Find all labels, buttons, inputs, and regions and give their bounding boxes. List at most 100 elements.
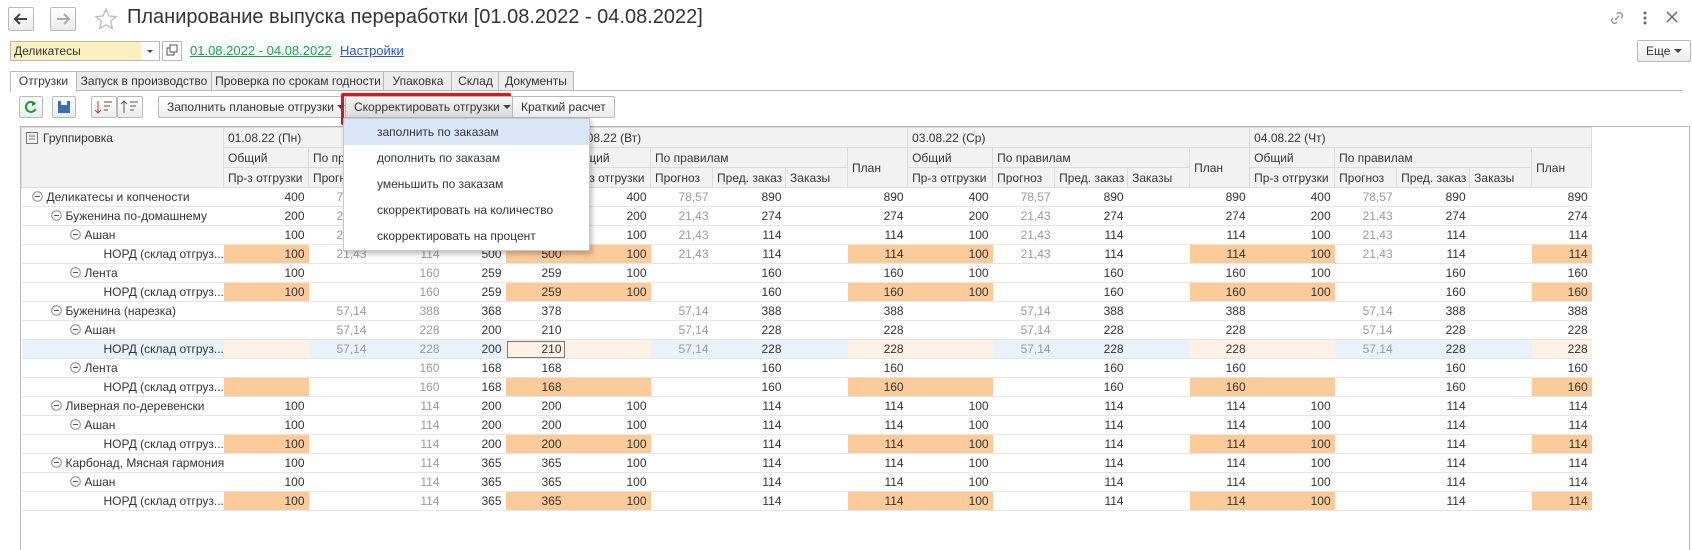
tab[interactable]: Отгрузки (10, 71, 77, 92)
day-header: 04.08.22 (Чт) (1249, 127, 1593, 148)
table-row[interactable]: НОРД (склад отгруз... 57,14 228 200 210 57,14… (21, 339, 1592, 359)
data-cell: 890 (1396, 187, 1470, 207)
tree-toggle[interactable] (69, 324, 81, 338)
sort-desc-button[interactable] (91, 96, 117, 118)
data-cell: 114 (1531, 453, 1592, 473)
table-row[interactable]: Ашан 57,14 228 200 210 57,14 228 228 57,14 228 228… (21, 320, 1592, 340)
data-cell (308, 434, 371, 454)
table-row[interactable]: Лента 160 168 168 160 160 160 160 160 160 (21, 358, 1592, 378)
table-row[interactable]: Ливерная по-деревенски 100 114 200 200 100 114… (21, 396, 1592, 416)
tree-toggle[interactable] (50, 400, 62, 414)
favorite-star[interactable] (94, 7, 118, 31)
back-button[interactable] (8, 7, 34, 31)
menu-item[interactable]: скорректировать на процент (377, 229, 536, 243)
table-row[interactable]: Карбонад, Мясная гармония 100 114 365 365 100… (21, 453, 1592, 473)
table-row[interactable]: НОРД (склад отгруз... 160 168 168 160 160 160 1… (21, 377, 1592, 397)
row-label-cell: Буженина по-домашнему (21, 206, 224, 226)
data-cell: 100 (907, 244, 993, 264)
table-row[interactable]: НОРД (склад отгруз... 100 160 259 259 100 160 1… (21, 282, 1592, 302)
table-row[interactable]: Буженина (нарезка) 57,14 388 368 378 57,14 388… (21, 301, 1592, 321)
table-row[interactable]: Деликатесы и копчености40078,5740078,578… (21, 187, 1592, 207)
menu-item[interactable]: заполнить по заказам (344, 119, 589, 145)
menu-item[interactable]: дополнить по заказам (377, 151, 501, 165)
table-row[interactable]: Ашан 100 114 200 200 100 114 114 100 114 114 100 114… (21, 415, 1592, 435)
table-row[interactable]: НОРД (склад отгруз... 100 114 200 200 100 114 1… (21, 434, 1592, 454)
data-cell: 100 (1249, 453, 1335, 473)
data-cell (1334, 415, 1397, 435)
data-cell: 57,14 (308, 339, 371, 359)
tab[interactable]: Документы (498, 71, 574, 91)
data-cell: 200 (505, 434, 566, 454)
tree-toggle[interactable] (69, 476, 81, 490)
combo-arrow[interactable] (141, 41, 160, 61)
data-cell (1334, 453, 1397, 473)
data-cell: 100 (223, 434, 309, 454)
data-cell: 388 (1189, 301, 1250, 321)
data-cell: 114 (847, 453, 908, 473)
tree-toggle[interactable] (50, 210, 62, 224)
data-cell: 228 (712, 320, 786, 340)
tab[interactable]: Склад (451, 71, 500, 91)
table-row[interactable]: НОРД (склад отгруз... 100 21,43 114 500 500 10… (21, 244, 1592, 264)
rules-header: По правилам (650, 147, 849, 168)
table-row[interactable]: Ашан10021,4310021,4311411410021,43114114… (21, 225, 1592, 245)
data-cell: 228 (1396, 320, 1470, 340)
data-cell: 274 (1054, 206, 1128, 226)
open-button[interactable] (162, 41, 182, 61)
row-label-cell: НОРД (склад отгруз... (21, 244, 224, 264)
refresh-button[interactable] (19, 96, 43, 118)
data-cell: 200 (223, 206, 309, 226)
data-cell (308, 263, 371, 283)
sort-asc-button[interactable] (117, 96, 143, 118)
data-cell: 160 (847, 377, 908, 397)
data-cell: 21,43 (1334, 244, 1397, 264)
shipments-header: Пр-з отгрузки (907, 167, 994, 188)
data-cell (1249, 358, 1335, 378)
data-cell: 388 (1531, 301, 1592, 321)
more-icon[interactable] (1640, 9, 1650, 27)
more-button[interactable]: Еще (1637, 40, 1691, 62)
menu-item[interactable]: уменьшить по заказам (377, 177, 504, 191)
day-header: 02.08.22 (Вт) (565, 127, 909, 148)
data-cell (992, 358, 1055, 378)
link-icon[interactable] (1608, 9, 1626, 27)
table-row[interactable]: Ашан 100 114 365 365 100 114 114 100 114 114 100 114… (21, 472, 1592, 492)
row-label: Ашан (84, 475, 116, 489)
group-combo[interactable]: Деликатесы (10, 41, 143, 61)
data-cell (1127, 206, 1190, 226)
brief-button[interactable]: Краткий расчет (512, 96, 615, 118)
tree-toggle[interactable] (69, 362, 81, 376)
table-row[interactable]: Буженина по-домашнему20021,4320021,43274… (21, 206, 1592, 226)
table-row[interactable]: Лента 100 160 259 259 100 160 160 100 160 160 100 16… (21, 263, 1592, 283)
tree-toggle[interactable] (31, 191, 43, 205)
data-cell (1469, 244, 1532, 264)
close-icon[interactable] (1665, 10, 1679, 24)
tab[interactable]: Упаковка (383, 71, 453, 91)
save-button[interactable] (52, 96, 76, 118)
table-row[interactable]: НОРД (склад отгруз... 100 114 365 365 100 114 1… (21, 491, 1592, 511)
tree-toggle[interactable] (69, 229, 81, 243)
forward-button[interactable] (50, 7, 76, 31)
tree-toggle[interactable] (69, 267, 81, 281)
tree-toggle[interactable] (50, 305, 62, 319)
data-cell: 114 (1396, 453, 1470, 473)
tree-toggle[interactable] (69, 419, 81, 433)
fill-planned-button[interactable]: Заполнить плановые отгрузки (158, 96, 355, 118)
settings-link[interactable]: Настройки (340, 43, 404, 58)
data-cell (785, 301, 848, 321)
data-cell: 168 (443, 358, 506, 378)
data-cell (1249, 301, 1335, 321)
data-cell (1469, 453, 1532, 473)
adjust-button[interactable]: Скорректировать отгрузки (345, 96, 521, 118)
period-link[interactable]: 01.08.2022 - 04.08.2022 (190, 43, 332, 58)
data-cell: 400 (223, 187, 309, 207)
data-cell: 228 (712, 339, 786, 359)
general-header: Общий (907, 147, 994, 168)
grouping-header: Группировка (21, 127, 224, 188)
data-cell (650, 453, 713, 473)
tab[interactable]: Запуск в производство (75, 71, 213, 91)
tree-toggle[interactable] (50, 457, 62, 471)
tab[interactable]: Проверка по срокам годности (211, 71, 385, 91)
menu-item[interactable]: скорректировать на количество (377, 203, 554, 217)
data-table: Группировка 01.08.22 (Пн) 02.08.22 (Вт) 03.… (21, 127, 1593, 511)
